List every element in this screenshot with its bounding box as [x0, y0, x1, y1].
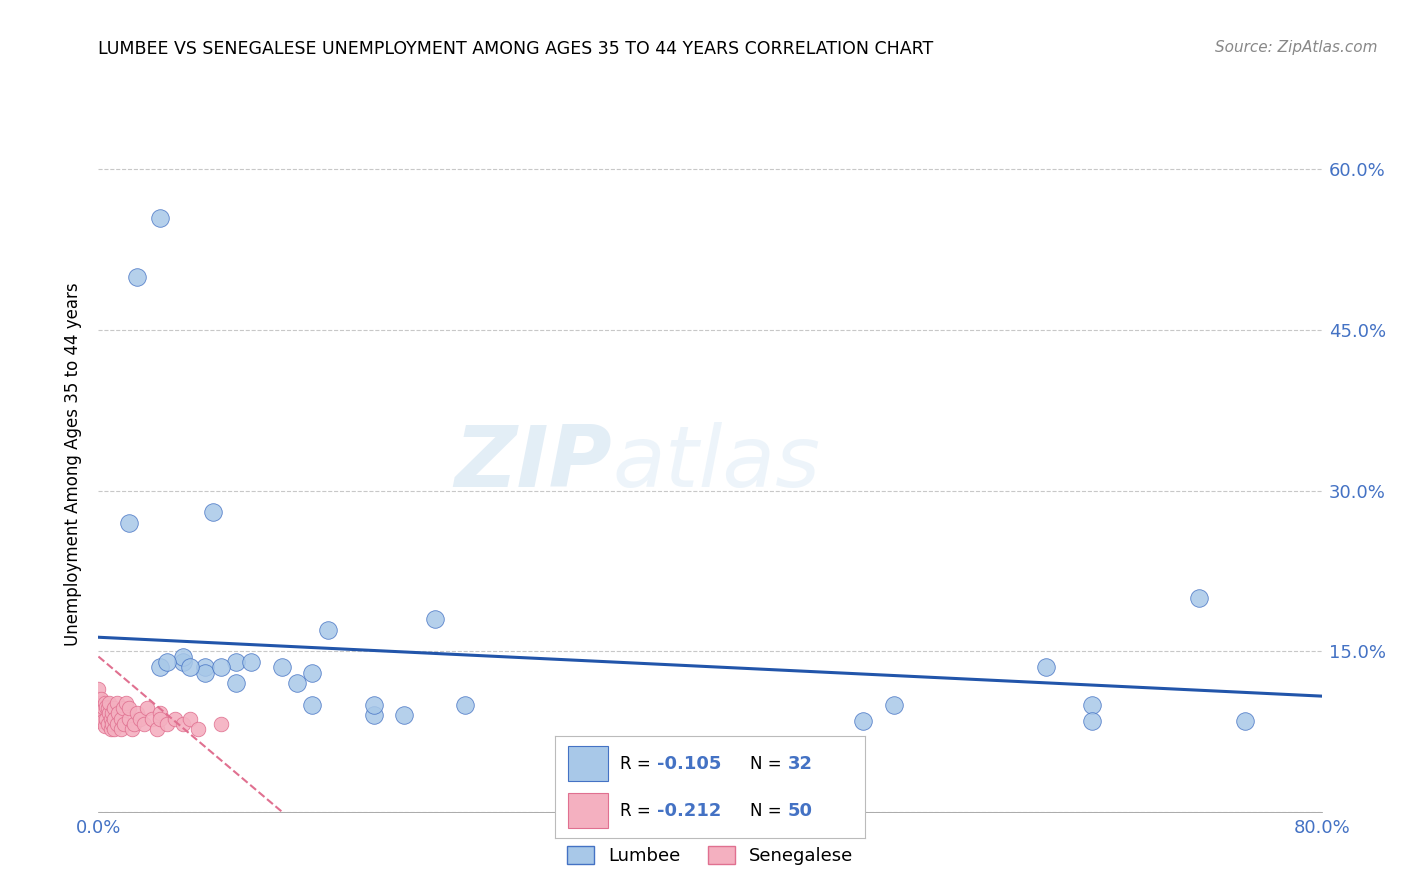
Point	[194, 660, 217, 674]
Point	[225, 655, 247, 669]
Point	[97, 701, 120, 715]
Point	[87, 692, 110, 706]
Point	[90, 692, 112, 706]
FancyBboxPatch shape	[568, 746, 607, 781]
Point	[121, 723, 143, 737]
Point	[149, 211, 172, 225]
Point	[98, 696, 121, 710]
Text: -0.212: -0.212	[658, 802, 721, 820]
Text: N =: N =	[751, 802, 787, 820]
Point	[163, 712, 186, 726]
Point	[145, 723, 167, 737]
Point	[194, 665, 217, 680]
Point	[225, 676, 247, 690]
Point	[105, 696, 128, 710]
Point	[93, 719, 115, 733]
Text: -0.105: -0.105	[658, 755, 721, 772]
Point	[87, 703, 110, 717]
Point	[125, 269, 148, 284]
Point	[111, 701, 134, 715]
Point	[363, 698, 385, 712]
Point	[454, 698, 477, 712]
Point	[90, 708, 112, 723]
Point	[105, 717, 128, 731]
Point	[149, 706, 172, 721]
Point	[103, 712, 125, 726]
Point	[285, 676, 308, 690]
Point	[149, 660, 172, 674]
Point	[100, 723, 122, 737]
Point	[91, 714, 114, 728]
FancyBboxPatch shape	[568, 793, 607, 828]
Y-axis label: Unemployment Among Ages 35 to 44 years: Unemployment Among Ages 35 to 44 years	[65, 282, 83, 646]
Point	[1081, 714, 1104, 728]
Point	[118, 712, 141, 726]
Point	[1081, 698, 1104, 712]
Point	[125, 706, 148, 721]
Point	[392, 708, 416, 723]
Point	[187, 723, 209, 737]
Point	[97, 717, 120, 731]
Point	[1234, 714, 1257, 728]
Text: Source: ZipAtlas.com: Source: ZipAtlas.com	[1215, 40, 1378, 55]
Point	[423, 612, 446, 626]
Point	[156, 655, 179, 669]
Text: R =: R =	[620, 802, 657, 820]
Point	[202, 505, 225, 519]
Point	[115, 696, 138, 710]
Point	[110, 712, 132, 726]
Point	[270, 660, 292, 674]
Point	[87, 714, 110, 728]
Point	[110, 723, 132, 737]
Point	[118, 516, 141, 530]
Text: R =: R =	[620, 755, 657, 772]
Point	[94, 699, 117, 714]
Point	[240, 655, 263, 669]
Point	[209, 717, 232, 731]
Point	[94, 712, 117, 726]
Point	[301, 665, 323, 680]
Point	[134, 717, 156, 731]
Point	[107, 706, 129, 721]
Point	[98, 706, 121, 721]
Point	[100, 712, 122, 726]
Point	[101, 706, 124, 721]
Point	[103, 723, 125, 737]
Legend: Lumbee, Senegalese: Lumbee, Senegalese	[560, 838, 860, 872]
Point	[112, 717, 135, 731]
Point	[128, 712, 150, 726]
Point	[91, 699, 114, 714]
Text: atlas: atlas	[612, 422, 820, 506]
Point	[103, 701, 125, 715]
Point	[179, 660, 201, 674]
Point	[172, 717, 194, 731]
Point	[172, 649, 194, 664]
Point	[136, 701, 159, 715]
Point	[101, 717, 124, 731]
Point	[316, 623, 339, 637]
Text: 32: 32	[787, 755, 813, 772]
Point	[172, 655, 194, 669]
Point	[87, 698, 110, 712]
Text: N =: N =	[751, 755, 787, 772]
Point	[118, 701, 141, 715]
Point	[1035, 660, 1057, 674]
Point	[1188, 591, 1211, 605]
Point	[122, 717, 145, 731]
Text: LUMBEE VS SENEGALESE UNEMPLOYMENT AMONG AGES 35 TO 44 YEARS CORRELATION CHART: LUMBEE VS SENEGALESE UNEMPLOYMENT AMONG …	[98, 40, 934, 58]
Point	[87, 681, 110, 696]
Point	[93, 696, 115, 710]
Point	[852, 714, 875, 728]
Point	[883, 698, 905, 712]
Point	[209, 660, 232, 674]
Text: 50: 50	[787, 802, 813, 820]
Point	[156, 717, 179, 731]
Point	[149, 712, 172, 726]
Point	[141, 712, 163, 726]
Point	[301, 698, 323, 712]
Text: ZIP: ZIP	[454, 422, 612, 506]
Point	[363, 708, 385, 723]
Point	[179, 712, 201, 726]
